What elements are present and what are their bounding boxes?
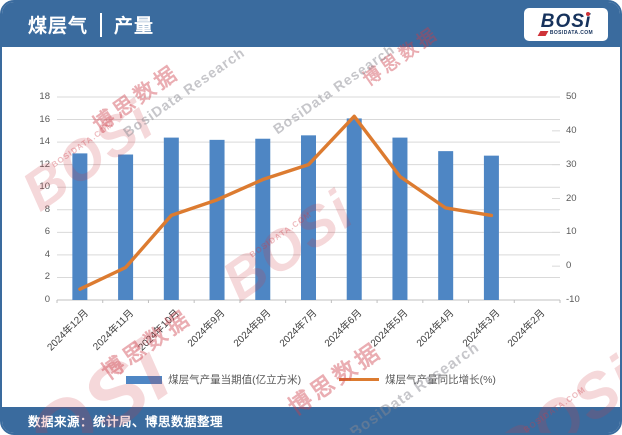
header-bar: 煤层气 产量 BOSi BOSIDATA.COM xyxy=(2,2,620,47)
x-axis-label: 2024年7月 xyxy=(277,307,320,350)
x-axis-label: 2024年12月 xyxy=(44,307,91,354)
x-axis-label: 2024年5月 xyxy=(368,307,411,350)
bar-2024年10月 xyxy=(163,137,179,300)
bar-2024年3月 xyxy=(483,155,499,300)
y-axis-left-label: 18 xyxy=(39,91,50,102)
title-primary: 煤层气 xyxy=(28,16,89,37)
x-axis-label: 2024年8月 xyxy=(231,307,274,350)
data-source-text: 数据来源：统计局、博思数据整理 xyxy=(28,414,224,429)
bosi-logo: BOSi BOSIDATA.COM xyxy=(524,8,608,41)
y-axis-left-label: 10 xyxy=(39,181,50,193)
x-axis-label: 2024年3月 xyxy=(460,307,503,350)
bar-2024年6月 xyxy=(346,118,362,300)
y-axis-left-label: 14 xyxy=(39,136,50,148)
legend-item: 煤层气产量同比增长(%) xyxy=(339,372,496,387)
y-axis-left-label: 4 xyxy=(44,248,50,260)
legend-item: 煤层气产量当期值(亿立方米) xyxy=(126,372,301,387)
bar-2024年9月 xyxy=(209,139,225,300)
x-axis-label: 2024年4月 xyxy=(414,307,457,350)
footer-bar: 数据来源：统计局、博思数据整理 xyxy=(2,407,620,433)
y-axis-right-label: 10 xyxy=(566,226,577,238)
bar-2024年7月 xyxy=(301,135,316,300)
y-axis-right-label: 40 xyxy=(566,124,577,136)
legend-label: 煤层气产量当期值(亿立方米) xyxy=(168,374,302,386)
logo-wordmark: BOSi xyxy=(540,11,592,32)
y-axis-left-label: 16 xyxy=(39,113,50,125)
y-axis-right-label: 20 xyxy=(566,192,577,204)
x-axis-label: 2024年2月 xyxy=(506,307,548,350)
logo-domain-row: BOSIDATA.COM xyxy=(537,30,594,36)
logo-text-bos: BOS xyxy=(540,11,585,32)
growth-line xyxy=(78,114,494,291)
logo-text-i: i xyxy=(584,11,592,32)
x-axis-label: 2024年9月 xyxy=(186,307,228,350)
logo-domain: BOSIDATA.COM xyxy=(549,30,594,36)
y-axis-right-label: 0 xyxy=(566,260,572,272)
legend-swatch-bar xyxy=(126,375,163,384)
y-axis-left-label: 8 xyxy=(44,203,50,215)
y-axis-right-label: 30 xyxy=(566,158,577,170)
y-axis-left-label: 12 xyxy=(39,158,50,170)
bar-2024年12月 xyxy=(72,153,88,300)
bar-2024年4月 xyxy=(438,151,454,300)
x-axis-label: 2024年10月 xyxy=(136,307,182,354)
y-axis-right-label: 50 xyxy=(566,91,577,102)
chart-legend: 煤层气产量当期值(亿立方米) 煤层气产量同比增长(%) xyxy=(2,372,620,387)
page-title: 煤层气 产量 xyxy=(2,11,154,38)
y-axis-right-label: -10 xyxy=(566,294,580,305)
x-axis-label: 2024年6月 xyxy=(323,307,365,350)
x-axis-label: 2024年11月 xyxy=(91,307,137,353)
y-axis-left-label: 6 xyxy=(44,226,50,238)
title-secondary: 产量 xyxy=(114,16,155,37)
logo-flag-icon xyxy=(537,30,549,36)
y-axis-left-label: 0 xyxy=(44,294,50,305)
legend-swatch-line xyxy=(339,377,380,382)
y-axis-left-label: 2 xyxy=(44,271,50,283)
legend-label: 煤层气产量同比增长(%) xyxy=(385,374,496,386)
title-divider xyxy=(100,12,103,37)
